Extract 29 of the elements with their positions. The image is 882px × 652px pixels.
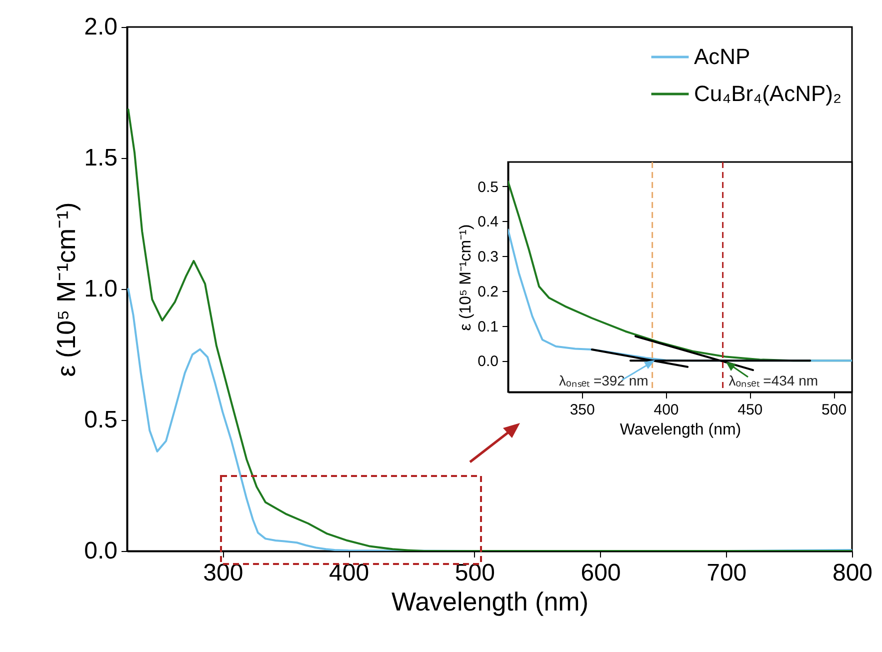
x-axis-title: Wavelength (nm) bbox=[620, 422, 742, 438]
x-tick-label: 600 bbox=[580, 560, 621, 586]
y-tick-label: 0.0 bbox=[84, 538, 118, 564]
x-tick-label: 500 bbox=[822, 402, 847, 418]
y-axis-title: ε (10⁵ M⁻¹cm⁻¹) bbox=[458, 224, 475, 331]
x-tick-label: 800 bbox=[832, 560, 873, 586]
y-axis-title: ε (10⁵ M⁻¹cm⁻¹) bbox=[51, 202, 82, 377]
y-tick-label: 0.3 bbox=[478, 248, 498, 266]
x-tick-label: 500 bbox=[454, 560, 495, 586]
y-tick-label: 0.0 bbox=[478, 353, 498, 370]
y-tick-label: 0.1 bbox=[478, 318, 498, 336]
legend-label: AcNP bbox=[694, 44, 750, 69]
y-tick-label: 1.5 bbox=[84, 144, 118, 172]
legend-label: Cu₄Br₄(AcNP)₂ bbox=[694, 81, 842, 106]
annotation: λₒₙₛₑₜ =434 nm bbox=[728, 372, 818, 389]
y-tick-label: 1.0 bbox=[84, 276, 118, 302]
x-axis-title: Wavelength (nm) bbox=[392, 586, 588, 616]
x-tick-label: 450 bbox=[738, 402, 763, 418]
y-tick-label: 0.5 bbox=[84, 406, 118, 434]
annotation: λₒₙₛₑₜ =392 nm bbox=[559, 372, 648, 389]
x-tick-label: 300 bbox=[203, 560, 244, 586]
y-tick-label: 0.2 bbox=[478, 283, 498, 300]
x-tick-label: 700 bbox=[706, 560, 747, 586]
y-tick-label: 0.5 bbox=[478, 178, 498, 196]
x-tick-label: 350 bbox=[570, 402, 595, 418]
y-tick-label: 0.4 bbox=[478, 214, 498, 231]
x-tick-label: 400 bbox=[654, 402, 679, 418]
x-tick-label: 400 bbox=[329, 560, 370, 586]
y-tick-label: 2.0 bbox=[84, 14, 118, 40]
